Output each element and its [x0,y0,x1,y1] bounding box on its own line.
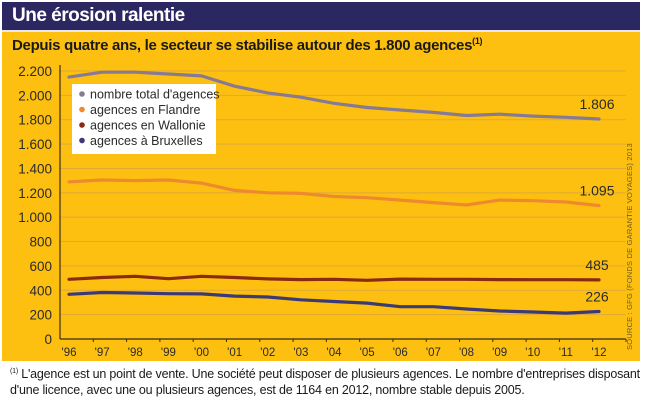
line-chart: 0 200 400 600 800 1.000 1.200 1.400 1.600 1.800 2.… [18,64,627,359]
x-tick-label: '00 [194,347,209,359]
x-tick-label: '98 [128,347,143,359]
legend-marker [79,91,85,97]
chart-title-text: Depuis quatre ans, le secteur se stabili… [12,37,473,54]
y-tick-label: 1.400 [18,161,52,176]
y-tick-label: 1.000 [18,210,52,225]
x-tick-label: '11 [559,347,573,359]
x-tick-label: '01 [227,347,242,359]
series-lines [67,70,601,315]
x-tick-label: '08 [459,347,474,359]
legend-box [72,84,216,154]
y-tick-label: 200 [29,308,52,323]
legend-marker [79,137,85,144]
x-tick-label: '06 [393,347,408,359]
end-value-label: 226 [585,288,609,304]
x-tick-label: '09 [492,347,507,359]
x-axis: '96 '97 '98 '99 '00 '01 '02 '03 '04 '05 '06 '07 '08 '… [60,338,627,359]
end-value-label: 1.095 [579,183,614,199]
chart-headline: Une érosion ralentie [12,5,185,26]
y-tick-label: 600 [29,259,52,274]
title-bar: Une érosion ralentie [2,2,640,32]
x-tick-label: '07 [426,347,441,359]
y-tick-label: 400 [29,283,52,298]
x-tick-label: '04 [327,347,343,359]
footnote: (1) L'agence est un point de vente. Une … [10,364,640,398]
footnote-mark: (1) [10,368,18,375]
x-tick-label: '96 [62,347,77,359]
legend-marker [79,106,85,113]
x-tick-label: '03 [293,347,308,359]
legend-marker [79,122,85,128]
end-value-label: 485 [585,257,609,273]
legend-label: agences en Wallonie [90,119,206,133]
x-tick-label: '97 [95,347,110,359]
x-tick-label: '99 [161,347,176,359]
footnote-text: L'agence est un point de vente. Une soci… [10,367,640,398]
end-labels: 1.806 1.095 485 226 [579,96,614,304]
y-tick-label: 0 [44,332,52,347]
series-line-2 [67,274,601,282]
y-tick-label: 800 [29,235,52,250]
legend-label: nombre total d'agences [90,88,220,102]
legend-label: agences en Flandre [90,103,201,117]
series-line-3 [67,290,601,315]
end-value-label: 1.806 [579,96,614,112]
chart-title: Depuis quatre ans, le secteur se stabili… [12,36,483,54]
y-axis: 0 200 400 600 800 1.000 1.200 1.400 1.600 1.800 2.… [18,64,61,347]
y-tick-label: 1.800 [18,113,52,128]
y-tick-label: 1.200 [18,186,52,201]
y-tick-label: 2.000 [18,88,52,103]
x-tick-label: '05 [360,347,375,359]
series-line-1 [67,178,601,208]
x-tick-label: '02 [260,347,275,359]
legend-label: agences à Bruxelles [90,134,203,148]
y-tick-label: 1.600 [18,137,52,152]
y-tick-label: 2.200 [18,64,52,79]
series-line-0 [67,70,601,121]
chart-title-footnote-mark: (1) [472,36,483,46]
chart-panel: Depuis quatre ans, le secteur se stabili… [2,32,640,361]
x-tick-label: '12 [592,347,607,359]
x-tick-label: '10 [525,347,540,359]
source-note: SOURCE : GFG (FONDS DE GARANTIE VOYAGES)… [625,143,634,350]
